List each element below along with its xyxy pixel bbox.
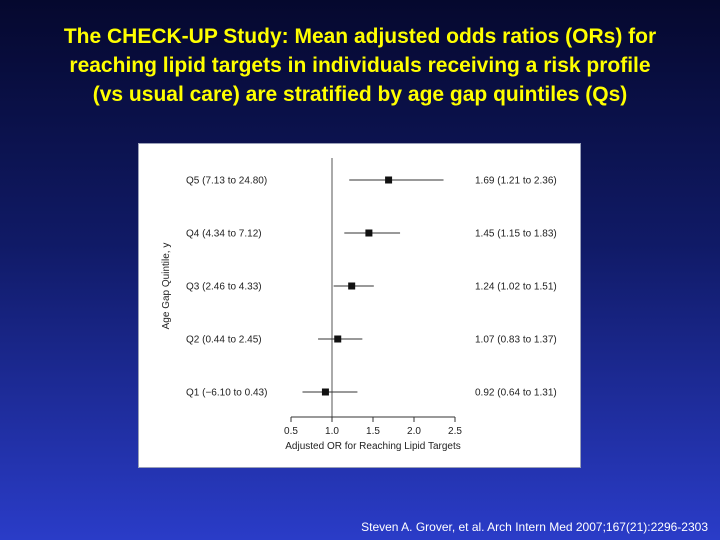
or-marker-5 [321, 388, 329, 396]
x-tick-label-0: 0.5 [284, 426, 298, 437]
row-label-4: Q2 (0.44 to 2.45) [186, 335, 262, 346]
row-value-3: 1.24 (1.02 to 1.51) [475, 282, 557, 293]
title-line-1: The CHECK-UP Study: Mean adjusted odds r… [63, 25, 657, 48]
or-marker-3 [348, 282, 356, 290]
or-marker-1 [385, 176, 393, 184]
x-tick-label-4: 2.5 [448, 426, 462, 437]
citation: Steven A. Grover, et al. Arch Intern Med… [361, 520, 708, 534]
forest-plot: 0.5 1.0 1.5 2.0 2.5 Adjusted OR for Reaching … [161, 158, 557, 452]
row-value-4: 1.07 (0.83 to 1.37) [475, 335, 557, 346]
x-tick-label-1: 1.0 [325, 426, 339, 437]
row-label-5: Q1 (−6.10 to 0.43) [186, 388, 267, 399]
row-label-2: Q4 (4.34 to 7.12) [186, 229, 262, 240]
row-value-1: 1.69 (1.21 to 2.36) [475, 176, 557, 187]
x-tick-label-2: 1.5 [366, 426, 380, 437]
slide-title: The CHECK-UP Study: Mean adjusted odds r… [10, 22, 710, 109]
row-label-3: Q3 (2.46 to 4.33) [186, 282, 262, 293]
y-axis-label: Age Gap Quintile, y [161, 243, 172, 330]
row-value-2: 1.45 (1.15 to 1.83) [475, 229, 557, 240]
x-axis-label: Adjusted OR for Reaching Lipid Targets [285, 441, 460, 452]
x-tick-label-3: 2.0 [407, 426, 421, 437]
title-line-2: reaching lipid targets in individuals re… [69, 54, 651, 77]
or-marker-4 [334, 335, 342, 343]
title-line-3: (vs usual care) are stratified by age ga… [92, 83, 628, 106]
or-marker-2 [365, 229, 373, 237]
row-label-1: Q5 (7.13 to 24.80) [186, 176, 267, 187]
figure-panel: 0.5 1.0 1.5 2.0 2.5 Adjusted OR for Reaching … [138, 143, 581, 468]
row-value-5: 0.92 (0.64 to 1.31) [475, 388, 557, 399]
